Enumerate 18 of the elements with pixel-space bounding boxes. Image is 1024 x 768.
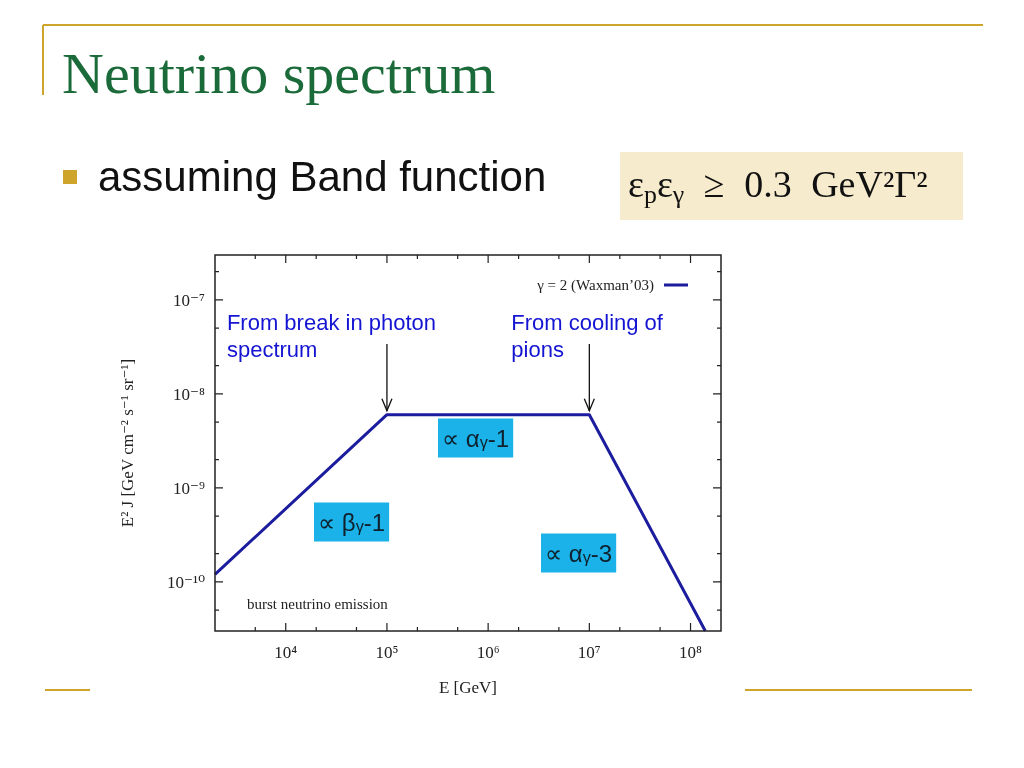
annotation: From cooling of pions xyxy=(511,310,664,362)
annotation: From break in photon spectrum xyxy=(226,310,437,362)
annotation: burst neutrino emission xyxy=(247,596,389,612)
x-tick-label: 10⁵ xyxy=(375,643,399,662)
chart-title: Neutrino spectrum xyxy=(62,41,496,106)
x-tick-label: 10⁷ xyxy=(577,643,601,662)
x-tick-label: 10⁴ xyxy=(274,643,298,662)
chart-subtitle: assuming Band function xyxy=(98,153,547,200)
x-tick-label: 10⁸ xyxy=(679,643,703,662)
x-tick-label: 10⁶ xyxy=(476,643,500,662)
x-axis-title: E [GeV] xyxy=(438,678,498,697)
legend-label: γ = 2 (Waxman’03) xyxy=(536,277,654,294)
y-axis-title: E² J [GeV cm⁻² s⁻¹ sr⁻¹] xyxy=(118,358,137,528)
y-tick-label: 10⁻⁹ xyxy=(173,478,206,498)
text: ε$_{p}$ε$_{γ}$ ≥ 0.3 GeV²Γ² xyxy=(628,163,928,209)
y-tick-label: 10⁻¹⁰ xyxy=(167,572,206,592)
y-tick-label: 10⁻⁸ xyxy=(173,384,206,404)
y-tick-label: 10⁻⁷ xyxy=(173,290,206,310)
